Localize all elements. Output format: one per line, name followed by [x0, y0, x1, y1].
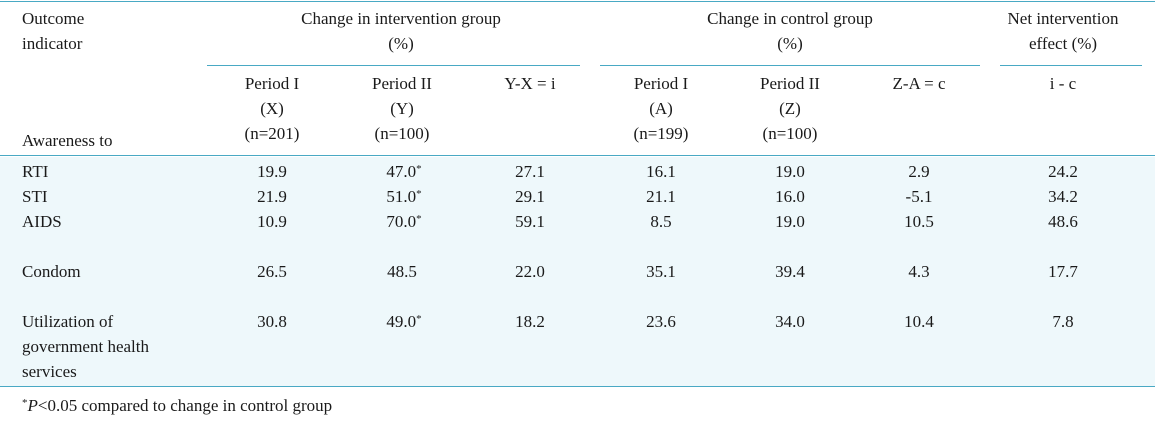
footnote: *P<0.05 compared to change in control gr… [22, 393, 332, 418]
cell-utilization-i: 18.2 [515, 312, 545, 331]
cell-aids-c: 10.5 [904, 212, 934, 231]
significance-marker: * [416, 188, 422, 200]
intervention-group-header: Change in intervention group (%) [301, 9, 501, 53]
control-group-rule [600, 65, 980, 66]
cell-sti-y: 51.0* [386, 187, 422, 206]
cell-utilization-c: 10.4 [904, 312, 934, 331]
col-header-period1-a: Period I (A) (n=199) [633, 74, 689, 143]
net-effect-header: Net intervention effect (%) [1007, 9, 1119, 53]
cell-condom-x: 26.5 [257, 262, 287, 281]
cell-utilization-z: 34.0 [775, 312, 805, 331]
cell-rti-a: 16.1 [646, 162, 676, 181]
cell-rti-c: 2.9 [908, 162, 930, 181]
intervention-group-rule [207, 65, 580, 66]
cell-sti-x: 21.9 [257, 187, 287, 206]
outcome-indicator-header: Outcome indicator [22, 9, 85, 53]
cell-condom-c: 4.3 [908, 262, 930, 281]
row-label-rti: RTI [22, 162, 49, 181]
cell-rti-z: 19.0 [775, 162, 805, 181]
cell-sti-net: 34.2 [1048, 187, 1078, 206]
awareness-to-label: Awareness to [22, 131, 113, 150]
row-label-condom: Condom [22, 262, 81, 281]
col-header-period2-y: Period II (Y) (n=100) [372, 74, 432, 143]
cell-aids-y: 70.0* [386, 212, 422, 231]
cell-sti-z: 16.0 [775, 187, 805, 206]
col-header-period2-z: Period II (Z) (n=100) [760, 74, 820, 143]
cell-rti-net: 24.2 [1048, 162, 1078, 181]
table-bottom-rule [0, 386, 1155, 387]
cell-condom-z: 39.4 [775, 262, 805, 281]
cell-condom-a: 35.1 [646, 262, 676, 281]
footnote-band [0, 386, 1155, 426]
net-effect-rule [1000, 65, 1142, 66]
col-header-z-minus-a: Z-A = c [892, 74, 946, 93]
cell-condom-i: 22.0 [515, 262, 545, 281]
footnote-text: <0.05 compared to change in control grou… [37, 396, 333, 415]
cell-sti-i: 29.1 [515, 187, 545, 206]
row-label-utilization: Utilization of government health service… [22, 312, 149, 381]
top-rule [0, 1, 1155, 2]
cell-sti-a: 21.1 [646, 187, 676, 206]
cell-aids-x: 10.9 [257, 212, 287, 231]
cell-condom-y: 48.5 [387, 262, 417, 281]
significance-marker: * [416, 163, 422, 175]
cell-sti-c: -5.1 [905, 187, 933, 206]
col-header-period1-x: Period I (X) (n=201) [244, 74, 300, 143]
control-group-header: Change in control group (%) [707, 9, 873, 53]
cell-rti-y: 47.0* [386, 162, 422, 181]
cell-rti-x: 19.9 [257, 162, 287, 181]
cell-rti-i: 27.1 [515, 162, 545, 181]
footnote-p: P [27, 396, 38, 415]
cell-utilization-net: 7.8 [1052, 312, 1074, 331]
significance-marker: * [416, 213, 422, 225]
col-header-net: i - c [1049, 74, 1077, 93]
cell-aids-i: 59.1 [515, 212, 545, 231]
col-header-y-minus-x: Y-X = i [504, 74, 556, 93]
significance-marker: * [416, 313, 422, 325]
cell-utilization-a: 23.6 [646, 312, 676, 331]
row-label-aids: AIDS [22, 212, 62, 231]
row-label-sti: STI [22, 187, 48, 206]
header-bottom-rule [0, 155, 1155, 156]
cell-aids-net: 48.6 [1048, 212, 1078, 231]
cell-utilization-y: 49.0* [386, 312, 422, 331]
cell-aids-z: 19.0 [775, 212, 805, 231]
cell-condom-net: 17.7 [1048, 262, 1078, 281]
footnote-marker: * [22, 397, 28, 409]
header-band [0, 0, 1155, 157]
cell-aids-a: 8.5 [650, 212, 672, 231]
cell-utilization-x: 30.8 [257, 312, 287, 331]
